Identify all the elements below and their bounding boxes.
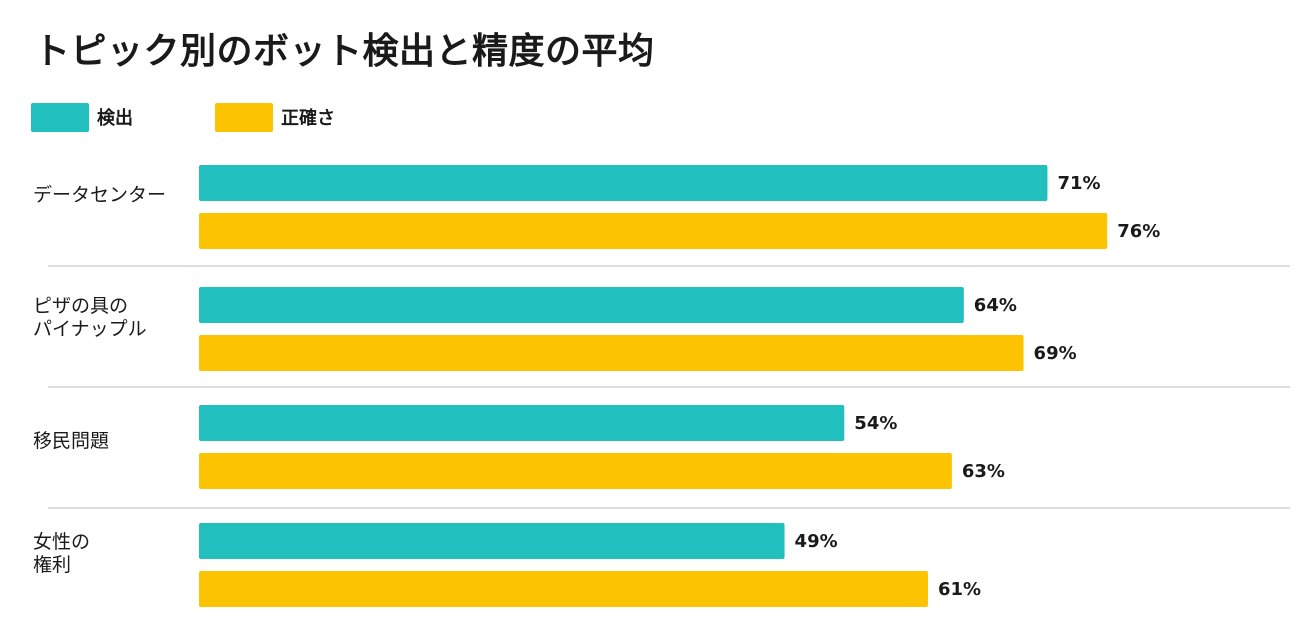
bar-detection-data-center <box>199 165 1048 201</box>
bar-value-detection-data-center: 71% <box>1057 173 1100 194</box>
bar-detection-womens-rights <box>199 523 785 559</box>
legend-item-accuracy: 正確さ <box>215 102 335 132</box>
bar-value-detection-pineapple-pizza: 64% <box>974 295 1017 316</box>
legend-label-accuracy: 正確さ <box>281 108 335 129</box>
category-label-womens-rights: 女性の 権利 <box>33 531 91 576</box>
category-label-immigration: 移民問題 <box>33 430 110 452</box>
legend-swatch-accuracy <box>215 102 273 132</box>
bar-value-detection-womens-rights: 49% <box>795 531 838 552</box>
legend-label-detection: 検出 <box>97 108 133 129</box>
bar-value-accuracy-womens-rights: 61% <box>938 579 981 600</box>
bar-value-accuracy-immigration: 63% <box>962 461 1005 482</box>
bar-value-accuracy-data-center: 76% <box>1117 221 1160 242</box>
bar-accuracy-immigration <box>199 453 952 489</box>
chart-title: トピック別のボット検出と精度の平均 <box>34 31 655 72</box>
category-label-data-center: データセンター <box>33 184 167 206</box>
bar-accuracy-womens-rights <box>199 571 928 607</box>
bar-detection-immigration <box>199 405 845 441</box>
bar-value-accuracy-pineapple-pizza: 69% <box>1034 343 1077 364</box>
category-label-pineapple-pizza: ピザの具の パイナップル <box>33 295 147 340</box>
bar-accuracy-pineapple-pizza <box>199 335 1024 371</box>
legend-item-detection: 検出 <box>31 102 133 132</box>
bar-value-detection-immigration: 54% <box>854 413 897 434</box>
bar-detection-pineapple-pizza <box>199 287 964 323</box>
legend-swatch-detection <box>31 102 89 132</box>
bar-accuracy-data-center <box>199 213 1108 249</box>
